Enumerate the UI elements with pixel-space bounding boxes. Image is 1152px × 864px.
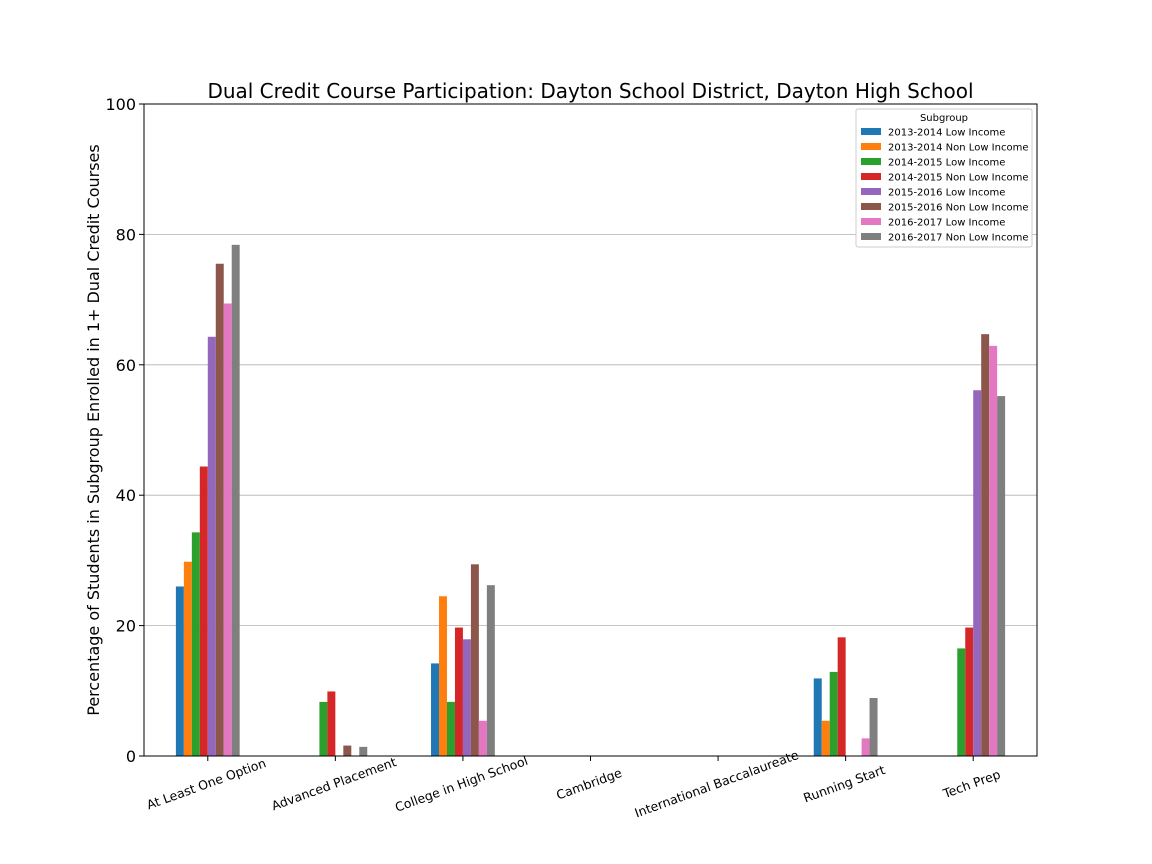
bar (470, 564, 479, 756)
legend-swatch (861, 143, 881, 150)
bar (359, 746, 368, 756)
bar (957, 648, 966, 756)
y-axis-label: Percentage of Students in Subgroup Enrol… (84, 144, 103, 715)
legend-swatch (861, 173, 881, 180)
legend-label: 2016-2017 Low Income (888, 218, 1005, 229)
y-tick-label: 80 (116, 225, 136, 244)
bar (997, 396, 1006, 756)
legend-swatch (861, 128, 881, 135)
bar (861, 738, 870, 756)
bar (454, 627, 463, 756)
bar (981, 334, 990, 756)
bar (989, 345, 998, 756)
bars (175, 244, 1006, 756)
legend-box (855, 108, 1033, 248)
legend-label: 2016-2017 Non Low Income (888, 233, 1028, 244)
y-tick-label: 20 (116, 617, 136, 636)
y-tick-label: 60 (116, 356, 136, 375)
legend-label: 2013-2014 Non Low Income (888, 143, 1028, 154)
bar (837, 637, 846, 756)
bar (486, 585, 495, 756)
legend-label: 2014-2015 Non Low Income (888, 173, 1028, 184)
gridlines (144, 233, 1037, 626)
bar (199, 466, 208, 756)
legend-swatch (861, 158, 881, 165)
legend-swatch (861, 203, 881, 210)
bar (215, 263, 224, 756)
legend-title: Subgroup (920, 113, 968, 124)
y-tick-label: 100 (105, 95, 136, 114)
bar (869, 697, 878, 756)
bar (965, 627, 974, 756)
bar (829, 671, 838, 756)
bar (439, 596, 447, 756)
legend-label: 2013-2014 Low Income (888, 128, 1005, 139)
bar (446, 701, 455, 756)
bar (223, 303, 232, 756)
y-axis: 0 20 40 60 80 100 (105, 95, 144, 766)
bar (343, 745, 352, 756)
bar (207, 336, 216, 756)
legend-swatch (861, 233, 881, 240)
y-tick-label: 40 (116, 486, 136, 505)
bar (431, 663, 440, 756)
bar (821, 720, 830, 756)
bar (973, 390, 982, 756)
legend-label: 2014-2015 Low Income (888, 158, 1005, 169)
legend-swatch (861, 218, 881, 225)
bar (327, 691, 336, 756)
legend-label: 2015-2016 Non Low Income (888, 203, 1028, 214)
bar (191, 532, 200, 756)
bar (478, 720, 487, 756)
legend-swatch (861, 188, 881, 195)
y-tick-label: 0 (126, 747, 136, 766)
bar (813, 678, 822, 756)
bar (175, 586, 184, 756)
chart-title: Dual Credit Course Participation: Dayton… (207, 79, 973, 103)
bar (231, 244, 240, 756)
bar (183, 561, 192, 756)
legend-label: 2015-2016 Low Income (888, 188, 1005, 199)
bar (462, 639, 471, 756)
legend: Subgroup 2013-2014 Low Income 2013-2014 N… (855, 108, 1033, 248)
bar (319, 701, 328, 756)
